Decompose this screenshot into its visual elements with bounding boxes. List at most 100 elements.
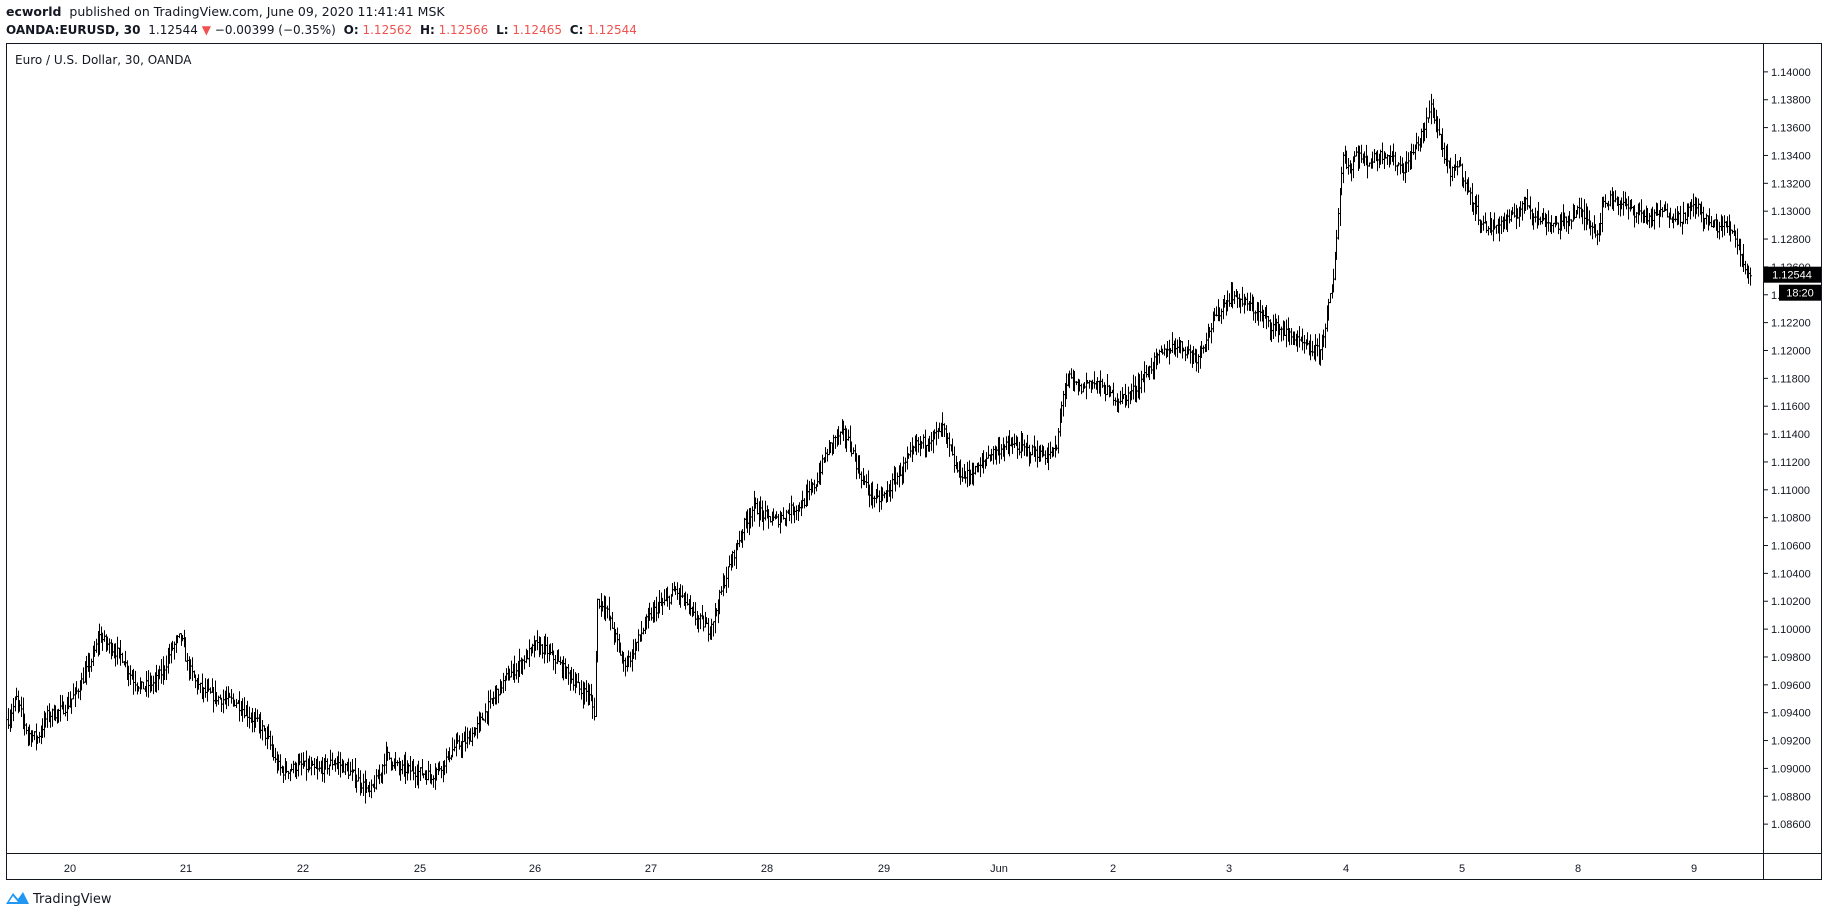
ohlc-bar	[909, 442, 912, 458]
y-tick-label: 1.10800	[1771, 513, 1811, 525]
ohlc-bar	[593, 697, 596, 721]
ohlc-bar	[650, 607, 653, 621]
ohlc-bar	[326, 758, 329, 775]
ohlc-bar	[1469, 187, 1472, 206]
ohlc-bar	[191, 657, 194, 681]
ohlc-bar	[777, 513, 780, 528]
ohlc-bar	[1347, 157, 1350, 175]
ohlc-bar	[230, 688, 233, 704]
ohlc-bar	[1163, 344, 1166, 356]
high-label: H:	[420, 23, 435, 37]
ohlc-bar	[152, 675, 155, 695]
footer-brand: TradingView	[32, 892, 112, 907]
ohlc-bar	[930, 432, 933, 451]
publisher[interactable]: ecworld	[6, 4, 61, 19]
y-tick-label: 1.10400	[1771, 568, 1811, 580]
ohlc-bar	[121, 652, 124, 664]
ohlc-bar	[1189, 344, 1192, 364]
ohlc-bar	[414, 766, 417, 789]
ohlc-bar	[1526, 189, 1529, 210]
ohlc-bar	[1324, 323, 1327, 349]
ohlc-bar	[1202, 345, 1205, 354]
y-tick-label: 1.08600	[1771, 819, 1811, 831]
y-tick-label: 1.13000	[1771, 206, 1811, 218]
ohlc-bar	[1428, 100, 1431, 119]
ohlc-bar	[598, 598, 601, 609]
ohlc-bar	[396, 760, 399, 767]
price-axis[interactable]: 1.14000 1.13800 1.13600 1.13400 1.13200 1.130…	[1763, 67, 1811, 831]
ohlc-bar	[808, 480, 811, 501]
ohlc-bar	[108, 638, 111, 654]
y-tick-label: 1.13800	[1771, 95, 1811, 107]
ohlc-bar	[1329, 292, 1332, 304]
y-tick-label: 1.12000	[1771, 345, 1811, 357]
y-tick-label: 1.11200	[1771, 457, 1810, 469]
ohlc-bar	[611, 611, 614, 629]
ohlc-bar	[186, 653, 189, 671]
ohlc-bar	[199, 682, 202, 694]
ohlc-bar	[484, 703, 487, 723]
ohlc-bar	[1101, 378, 1104, 388]
ohlc-bar	[1697, 198, 1700, 217]
ohlc-bar	[727, 566, 730, 588]
ohlc-bar	[292, 760, 295, 774]
x-tick-label: 29	[878, 863, 890, 875]
ohlc-bar	[826, 448, 829, 462]
ohlc-bar	[943, 423, 946, 438]
ohlc-bar	[220, 697, 223, 713]
low-label: L:	[496, 23, 508, 37]
ohlc-bar	[318, 761, 321, 772]
ohlc-bar	[90, 658, 93, 672]
ohlc-bar	[82, 667, 85, 684]
ohlc-bar	[1036, 440, 1039, 468]
x-tick-label: 26	[529, 863, 541, 875]
change-value: −0.00399 (−0.35%)	[215, 23, 336, 37]
ohlc-bar	[979, 457, 982, 478]
last-price-badge-text: 1.12544	[1772, 270, 1812, 282]
ohlc-bar	[383, 753, 386, 775]
ohlc-bar	[1085, 372, 1088, 400]
ohlc-bar	[567, 664, 570, 685]
ohlc-bar	[1171, 332, 1174, 353]
ohlc-bar	[1539, 216, 1542, 225]
chart-frame	[6, 43, 1822, 880]
ohlc-bar	[471, 727, 474, 747]
ohlc-bar	[279, 754, 282, 776]
ohlc-bar	[160, 658, 163, 684]
ohlc-bar	[577, 672, 580, 684]
ohlc-bar	[1565, 216, 1568, 232]
ohlc-bar	[453, 739, 456, 752]
ohlc-bar	[1360, 144, 1363, 163]
ohlc-bar	[1210, 323, 1213, 344]
ohlc-bar	[720, 586, 723, 595]
ohlc-bar	[883, 491, 886, 499]
time-axis[interactable]: 20 21 22 25 26 27 28 29 Jun 2 3 4 5 8 9	[64, 863, 1697, 875]
tradingview-logo-icon[interactable]	[6, 892, 29, 904]
ohlc-bar	[1005, 436, 1008, 451]
ohlc-bar	[305, 750, 308, 781]
y-tick-label: 1.09600	[1771, 680, 1811, 692]
ohlc-bar	[839, 431, 842, 445]
ohlc-bar	[1000, 444, 1003, 460]
ohlc-bar	[261, 720, 264, 741]
x-tick-label: 4	[1343, 863, 1349, 875]
ohlc-bar	[64, 704, 67, 717]
ohlc-bar	[1285, 319, 1288, 348]
ohlc-bar	[204, 678, 207, 698]
ohlc-bar	[922, 434, 925, 449]
ohlc-bar	[256, 709, 259, 722]
ohlc-bar	[1415, 132, 1418, 150]
ohlc-bar	[767, 509, 770, 529]
x-tick-label: 21	[180, 863, 192, 875]
ohlc-bar	[1726, 216, 1729, 233]
ohlc-bar	[313, 758, 316, 776]
ohlc-bar	[12, 698, 15, 722]
ohlc-bar	[816, 472, 819, 487]
ohlc-bar	[578, 681, 581, 696]
ohlc-bar	[1070, 368, 1073, 379]
ohlc-bar	[891, 473, 894, 499]
countdown-badge	[1779, 284, 1821, 301]
ohlc-bar	[987, 445, 990, 459]
ohlc-bar	[1583, 199, 1586, 231]
x-tick-label: Jun	[990, 863, 1008, 875]
